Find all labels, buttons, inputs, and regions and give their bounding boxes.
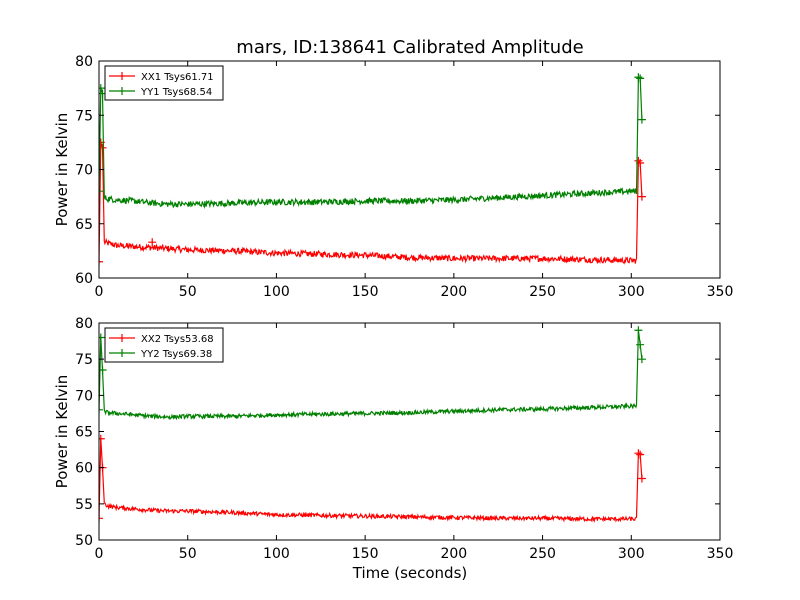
- legend-label: YY2 Tsys69.38: [140, 349, 212, 360]
- series-yy2-line: [99, 326, 646, 421]
- data-point-marker: [637, 355, 646, 364]
- series-path: [99, 438, 643, 523]
- data-point-marker: [637, 115, 646, 124]
- x-tick-label: 350: [707, 546, 734, 562]
- series-path: [99, 330, 643, 421]
- x-tick-label: 300: [618, 546, 645, 562]
- data-point-marker: [637, 474, 646, 483]
- y-tick-label: 55: [75, 497, 93, 513]
- x-tick-label: 200: [440, 284, 467, 300]
- data-point-marker: [99, 514, 103, 523]
- x-tick-label: 150: [352, 546, 379, 562]
- series-path: [99, 76, 643, 210]
- data-point-marker: [99, 333, 105, 342]
- y-tick-label: 65: [75, 217, 93, 233]
- x-tick-label: 0: [95, 284, 104, 300]
- data-point-marker: [634, 156, 643, 165]
- y-tick-label: 70: [75, 163, 93, 179]
- data-point-marker: [99, 434, 105, 443]
- x-tick-label: 100: [263, 284, 290, 300]
- x-tick-label: 50: [179, 284, 197, 300]
- x-tick-label: 350: [707, 284, 734, 300]
- legend-box: [104, 327, 224, 363]
- data-point-marker: [99, 366, 107, 375]
- data-point-marker: [634, 449, 643, 458]
- figure-title: mars, ID:138641 Calibrated Amplitude: [236, 37, 583, 58]
- legend: XX2 Tsys53.68 YY2 Tsys69.38: [104, 327, 224, 363]
- top-subplot: 0 50 100 150 200 250 300 350 60 65 70 75 80 Power in …: [53, 54, 733, 300]
- x-tick-label: 300: [618, 284, 645, 300]
- data-point-marker: [636, 74, 645, 83]
- data-point-marker: [99, 84, 105, 93]
- bottom-subplot: 0 50 100 150 200 250 300 35050556065707580Power…: [53, 316, 733, 562]
- data-point-marker: [636, 340, 645, 349]
- y-tick-label: 70: [75, 388, 93, 404]
- series-yy1-line: [99, 73, 646, 210]
- data-point-marker: [636, 450, 645, 459]
- legend-box: [104, 65, 224, 101]
- data-point-marker: [634, 326, 643, 335]
- x-tick-label: 50: [179, 546, 197, 562]
- y-tick-label: 60: [75, 271, 93, 287]
- x-tick-label: 0: [95, 546, 104, 562]
- x-axis-label: Time (seconds): [352, 564, 468, 582]
- legend-swatch: [109, 349, 135, 357]
- x-tick-label: 250: [529, 546, 556, 562]
- legend-swatch: [109, 87, 135, 95]
- y-tick-label: 50: [75, 533, 93, 549]
- legend-swatch: [109, 334, 135, 342]
- data-point-marker: [148, 238, 157, 247]
- series-xx2-line: [99, 434, 646, 523]
- legend-label: XX1 Tsys61.71: [141, 72, 214, 83]
- y-axis-label: Power in Kelvin: [53, 375, 71, 489]
- y-tick-label: 80: [75, 54, 93, 70]
- x-tick-label: 200: [440, 546, 467, 562]
- y-tick-label: 75: [75, 108, 93, 124]
- y-tick-label: 75: [75, 352, 93, 368]
- y-tick-label: 65: [75, 425, 93, 441]
- x-tick-label: 250: [529, 284, 556, 300]
- y-axis-label: Power in Kelvin: [53, 113, 71, 227]
- y-tick-label: 60: [75, 461, 93, 477]
- series-path: [99, 142, 643, 265]
- y-tick-label: 80: [75, 316, 93, 332]
- data-point-marker: [637, 192, 646, 201]
- series-xx1-line: [99, 138, 646, 266]
- x-tick-label: 100: [263, 546, 290, 562]
- data-point-marker: [99, 257, 103, 266]
- x-tick-label: 150: [352, 284, 379, 300]
- legend-swatch: [109, 72, 135, 80]
- data-point-marker: [634, 73, 643, 82]
- legend-label: YY1 Tsys68.54: [140, 87, 212, 98]
- data-point-marker: [99, 187, 103, 196]
- legend-label: XX2 Tsys53.68: [141, 334, 214, 345]
- data-point-marker: [99, 405, 103, 414]
- legend: XX1 Tsys61.71 YY1 Tsys68.54: [104, 65, 224, 101]
